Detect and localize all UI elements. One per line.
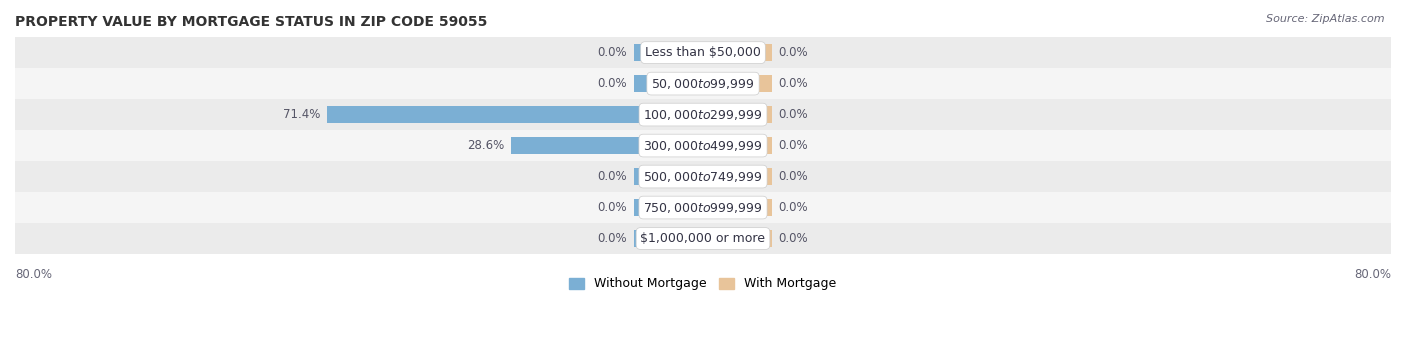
Bar: [15, 37, 1391, 68]
Bar: [634, 230, 703, 247]
Bar: [703, 137, 772, 154]
Bar: [703, 75, 772, 92]
Text: PROPERTY VALUE BY MORTGAGE STATUS IN ZIP CODE 59055: PROPERTY VALUE BY MORTGAGE STATUS IN ZIP…: [15, 15, 488, 29]
Text: $750,000 to $999,999: $750,000 to $999,999: [644, 201, 762, 214]
Text: Less than $50,000: Less than $50,000: [645, 46, 761, 59]
Text: 28.6%: 28.6%: [467, 139, 505, 152]
Bar: [703, 168, 772, 185]
Text: $100,000 to $299,999: $100,000 to $299,999: [644, 107, 762, 122]
Text: 0.0%: 0.0%: [779, 201, 808, 214]
Text: 0.0%: 0.0%: [779, 170, 808, 183]
Bar: [15, 68, 1391, 99]
Bar: [703, 44, 772, 61]
Text: 0.0%: 0.0%: [779, 108, 808, 121]
Text: 0.0%: 0.0%: [598, 170, 627, 183]
Text: 0.0%: 0.0%: [779, 46, 808, 59]
Bar: [15, 192, 1391, 223]
Bar: [703, 199, 772, 216]
Text: 0.0%: 0.0%: [598, 232, 627, 245]
Bar: [15, 223, 1391, 254]
Bar: [703, 106, 772, 123]
Bar: [634, 168, 703, 185]
Text: 0.0%: 0.0%: [598, 201, 627, 214]
Text: $50,000 to $99,999: $50,000 to $99,999: [651, 77, 755, 91]
Text: 0.0%: 0.0%: [779, 139, 808, 152]
Bar: [15, 130, 1391, 161]
Text: 0.0%: 0.0%: [598, 46, 627, 59]
Bar: [328, 106, 703, 123]
Bar: [15, 161, 1391, 192]
Text: $500,000 to $749,999: $500,000 to $749,999: [644, 169, 762, 183]
Bar: [15, 99, 1391, 130]
Bar: [634, 44, 703, 61]
Text: 0.0%: 0.0%: [779, 77, 808, 90]
Text: 71.4%: 71.4%: [283, 108, 321, 121]
Text: Source: ZipAtlas.com: Source: ZipAtlas.com: [1267, 14, 1385, 24]
Text: $1,000,000 or more: $1,000,000 or more: [641, 232, 765, 245]
Text: 80.0%: 80.0%: [15, 268, 52, 281]
Text: 0.0%: 0.0%: [779, 232, 808, 245]
Text: $300,000 to $499,999: $300,000 to $499,999: [644, 138, 762, 152]
Text: 0.0%: 0.0%: [598, 77, 627, 90]
Text: 80.0%: 80.0%: [1354, 268, 1391, 281]
Bar: [512, 137, 703, 154]
Bar: [634, 75, 703, 92]
Bar: [634, 199, 703, 216]
Legend: Without Mortgage, With Mortgage: Without Mortgage, With Mortgage: [564, 272, 842, 296]
Bar: [703, 230, 772, 247]
